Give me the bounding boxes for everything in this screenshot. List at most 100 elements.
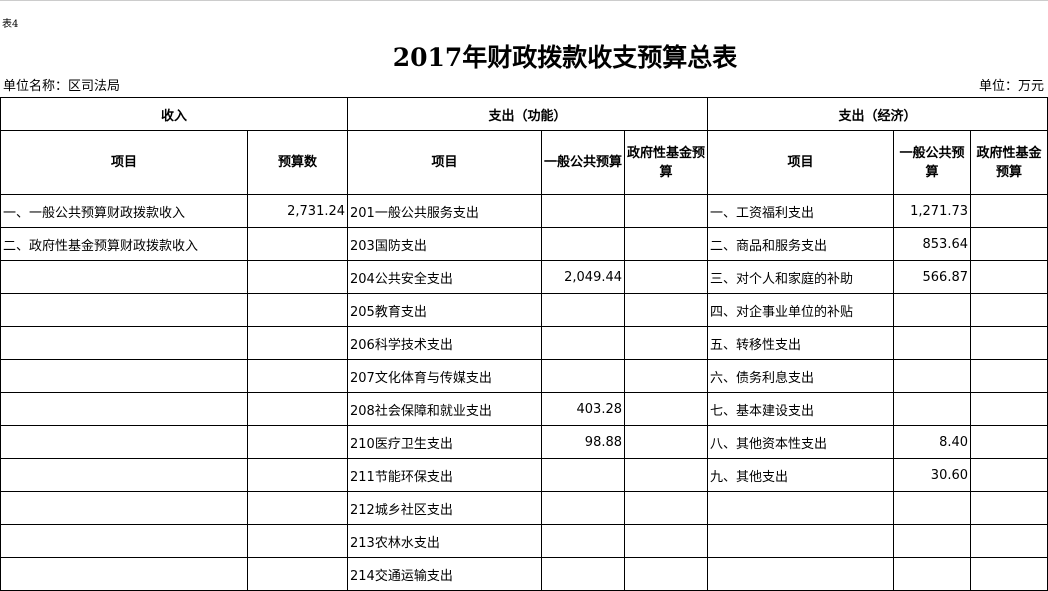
- cell-f-g: [541, 491, 626, 525]
- col-item: 项目: [347, 130, 543, 195]
- cell-f-g: 98.88: [541, 425, 626, 459]
- table-row: 214交通运输支出: [0, 557, 1048, 591]
- cell-e-g: 1,271.73: [893, 194, 972, 228]
- cell-e-g: 853.64: [893, 227, 972, 261]
- cell-e-g: [893, 293, 972, 327]
- cell-inc: [0, 359, 248, 393]
- table-row: 204公共安全支出 2,049.44 三、对个人和家庭的补助 566.87: [0, 260, 1048, 294]
- col-fund: 政府性基金预算: [970, 130, 1048, 195]
- cell-inc: [0, 326, 248, 360]
- col-fund: 政府性基金预算: [624, 130, 709, 195]
- cell-f: 214交通运输支出: [347, 557, 543, 591]
- top-border: [0, 0, 1048, 1]
- cell-inc-v: 2,731.24: [246, 194, 349, 228]
- cell-e-f: [970, 491, 1048, 525]
- table-row: 206科学技术支出 五、转移性支出: [0, 326, 1048, 360]
- cell-f: 210医疗卫生支出: [347, 425, 543, 459]
- col-item: 项目: [707, 130, 895, 195]
- cell-e-f: [970, 524, 1048, 558]
- table-row: 207文化体育与传媒支出 六、债务利息支出: [0, 359, 1048, 393]
- cell-e-g: [893, 326, 972, 360]
- cell-e: 二、商品和服务支出: [707, 227, 895, 261]
- cell-f: 211节能环保支出: [347, 458, 543, 492]
- currency-unit: 单位：万元: [978, 79, 1044, 94]
- table-row: 二、政府性基金预算财政拨款收入 203国防支出 二、商品和服务支出 853.64: [0, 227, 1048, 261]
- cell-f-g: [541, 458, 626, 492]
- cell-f-g: 403.28: [541, 392, 626, 426]
- cell-e-f: [970, 359, 1048, 393]
- cell-e-f: [970, 194, 1048, 228]
- table-row: 一、一般公共预算财政拨款收入 2,731.24 201一般公共服务支出 一、工资福利支…: [0, 194, 1048, 228]
- cell-e-f: [970, 260, 1048, 294]
- cell-e-f: [970, 557, 1048, 591]
- cell-inc: 二、政府性基金预算财政拨款收入: [0, 227, 248, 261]
- cell-e: [707, 557, 895, 591]
- cell-inc: [0, 293, 248, 327]
- cell-f-f: [624, 458, 709, 492]
- table-row: 212城乡社区支出: [0, 491, 1048, 525]
- cell-f: 208社会保障和就业支出: [347, 392, 543, 426]
- cell-e-f: [970, 293, 1048, 327]
- cell-f-f: [624, 194, 709, 228]
- cell-inc-v: [246, 293, 349, 327]
- cell-f: 213农林水支出: [347, 524, 543, 558]
- cell-f-g: [541, 359, 626, 393]
- cell-f: 201一般公共服务支出: [347, 194, 543, 228]
- cell-inc: [0, 557, 248, 591]
- cell-f: 205教育支出: [347, 293, 543, 327]
- col-budget: 预算数: [246, 130, 349, 195]
- cell-f: 212城乡社区支出: [347, 491, 543, 525]
- cell-e: 七、基本建设支出: [707, 392, 895, 426]
- cell-e-f: [970, 227, 1048, 261]
- cell-e-f: [970, 425, 1048, 459]
- cell-e-g: [893, 392, 972, 426]
- cell-f-f: [624, 425, 709, 459]
- cell-inc: [0, 458, 248, 492]
- cell-e: 五、转移性支出: [707, 326, 895, 360]
- cell-inc-v: [246, 425, 349, 459]
- col-general: 一般公共预算: [893, 130, 972, 195]
- cell-e-g: [893, 524, 972, 558]
- cell-f-f: [624, 491, 709, 525]
- cell-inc: [0, 524, 248, 558]
- cell-inc-v: [246, 326, 349, 360]
- cell-e-g: 566.87: [893, 260, 972, 294]
- cell-inc-v: [246, 359, 349, 393]
- cell-e: [707, 491, 895, 525]
- cell-inc: [0, 491, 248, 525]
- cell-e-g: [893, 359, 972, 393]
- header-income: 收入: [0, 97, 349, 131]
- cell-e-g: [893, 557, 972, 591]
- cell-e: 六、债务利息支出: [707, 359, 895, 393]
- cell-e-g: [893, 491, 972, 525]
- cell-f-g: 2,049.44: [541, 260, 626, 294]
- cell-e: 一、工资福利支出: [707, 194, 895, 228]
- cell-inc-v: [246, 524, 349, 558]
- table-row: 211节能环保支出 九、其他支出 30.60: [0, 458, 1048, 492]
- cell-f-f: [624, 392, 709, 426]
- cell-f-g: [541, 326, 626, 360]
- cell-f-f: [624, 359, 709, 393]
- cell-f: 206科学技术支出: [347, 326, 543, 360]
- table-row: 208社会保障和就业支出 403.28 七、基本建设支出: [0, 392, 1048, 426]
- cell-f-f: [624, 293, 709, 327]
- cell-e: [707, 524, 895, 558]
- cell-inc-v: [246, 557, 349, 591]
- cell-inc: [0, 425, 248, 459]
- cell-inc-v: [246, 392, 349, 426]
- cell-e: 三、对个人和家庭的补助: [707, 260, 895, 294]
- header-func: 支出（功能）: [347, 97, 709, 131]
- cell-f: 207文化体育与传媒支出: [347, 359, 543, 393]
- cell-e: 九、其他支出: [707, 458, 895, 492]
- table-number: 表4: [2, 19, 19, 30]
- cell-e: 四、对企事业单位的补贴: [707, 293, 895, 327]
- budget-table: 收入 支出（功能） 支出（经济） 项目 预算数 项目 一般公共预算 政府性基金预…: [0, 97, 1048, 591]
- cell-f-g: [541, 227, 626, 261]
- cell-inc-v: [246, 491, 349, 525]
- cell-inc-v: [246, 458, 349, 492]
- cell-e-g: 8.40: [893, 425, 972, 459]
- cell-inc-v: [246, 260, 349, 294]
- cell-f: 204公共安全支出: [347, 260, 543, 294]
- header-econ: 支出（经济）: [707, 97, 1048, 131]
- cell-e-f: [970, 326, 1048, 360]
